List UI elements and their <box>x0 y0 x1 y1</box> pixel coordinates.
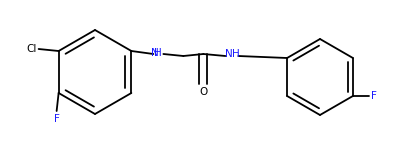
Text: N: N <box>151 48 159 58</box>
Text: O: O <box>199 87 207 97</box>
Text: H: H <box>232 49 240 59</box>
Text: H: H <box>154 48 162 58</box>
Text: F: F <box>371 91 377 101</box>
Text: N: N <box>225 49 233 59</box>
Text: Cl: Cl <box>26 44 36 54</box>
Text: F: F <box>54 114 60 124</box>
